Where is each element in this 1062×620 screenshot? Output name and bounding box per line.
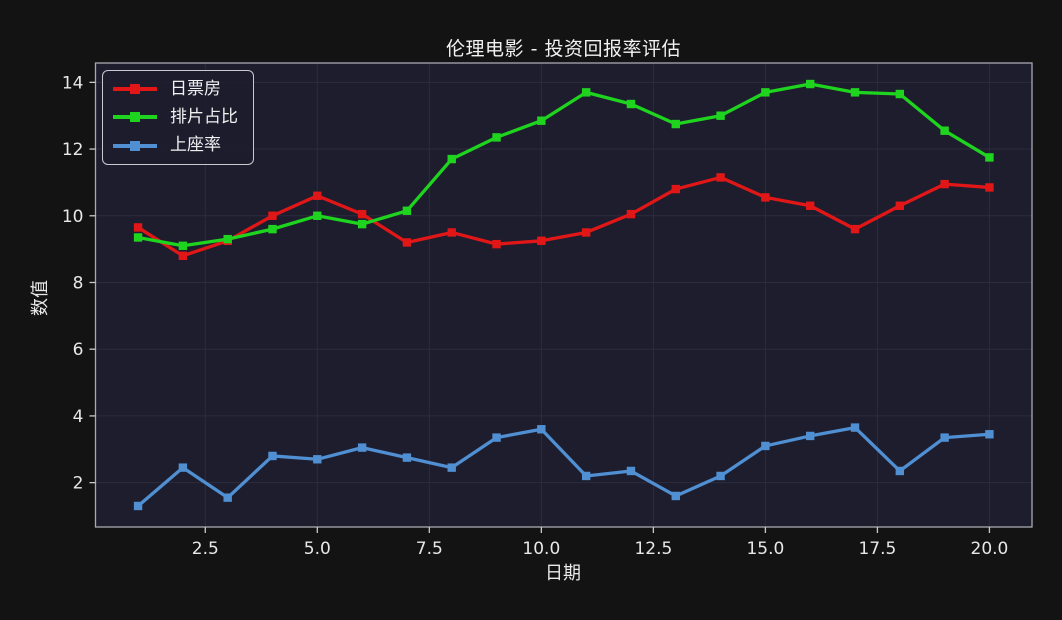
x-tick-label: 12.5 — [634, 539, 672, 559]
series-marker-1 — [537, 116, 546, 125]
series-marker-1 — [985, 153, 994, 162]
series-marker-0 — [178, 251, 188, 261]
series-marker-0 — [268, 211, 277, 220]
y-tick-label: 2 — [73, 474, 84, 494]
series-marker-1 — [133, 233, 143, 242]
series-marker-1 — [447, 154, 456, 164]
series-marker-2 — [626, 466, 636, 476]
series-marker-2 — [357, 443, 367, 452]
y-tick-label: 8 — [73, 273, 84, 293]
series-marker-0 — [940, 179, 949, 189]
legend-label: 日票房 — [170, 78, 221, 99]
series-marker-2 — [761, 441, 770, 451]
x-axis-label: 日期 — [545, 563, 581, 584]
series-marker-1 — [268, 224, 277, 234]
y-tick-label: 4 — [73, 407, 84, 427]
chart-title: 伦理电影 - 投资回报率评估 — [446, 38, 681, 60]
series-marker-2 — [447, 463, 456, 472]
series-marker-2 — [850, 423, 860, 432]
series-marker-0 — [716, 173, 725, 182]
series-marker-2 — [985, 430, 994, 439]
series-marker-0 — [850, 224, 860, 234]
series-marker-2 — [581, 471, 591, 481]
legend-swatch-red-line-icon — [113, 84, 157, 95]
legend: 日票房 排片占比 上座率 — [102, 70, 254, 165]
series-marker-2 — [133, 501, 143, 511]
series-marker-1 — [313, 211, 322, 220]
series-marker-1 — [671, 119, 680, 129]
series-marker-2 — [178, 463, 188, 472]
x-tick-label: 15.0 — [746, 539, 784, 559]
series-marker-1 — [581, 88, 591, 97]
series-marker-1 — [223, 234, 232, 244]
series-marker-1 — [716, 111, 725, 120]
x-tick-label: 17.5 — [858, 539, 896, 559]
series-marker-1 — [761, 88, 770, 97]
legend-item-screening-share: 排片占比 — [113, 106, 245, 127]
series-marker-0 — [671, 184, 680, 194]
series-line-2 — [136, 425, 992, 508]
series-marker-0 — [537, 236, 546, 245]
legend-swatch-blue-line-icon — [113, 140, 157, 151]
legend-label: 上座率 — [170, 135, 221, 156]
series-marker-0 — [626, 209, 636, 219]
series-marker-2 — [940, 433, 949, 442]
legend-swatch-green-line-icon — [113, 112, 157, 123]
series-marker-2 — [402, 453, 412, 462]
series-marker-1 — [895, 89, 905, 99]
series-marker-2 — [223, 493, 232, 502]
series-marker-0 — [402, 238, 412, 247]
x-tick-label: 20.0 — [971, 539, 1009, 559]
series-marker-1 — [402, 206, 412, 215]
x-tick-label: 5.0 — [304, 539, 331, 559]
series-marker-0 — [313, 191, 322, 200]
series-marker-2 — [492, 433, 501, 442]
series-marker-2 — [671, 491, 680, 501]
series-line-0 — [136, 175, 992, 258]
series-marker-1 — [492, 133, 501, 142]
series-marker-0 — [895, 201, 905, 210]
series-marker-0 — [805, 201, 815, 210]
series-marker-0 — [761, 193, 770, 202]
series-marker-2 — [895, 466, 905, 476]
series-marker-1 — [357, 219, 367, 229]
series-marker-0 — [357, 209, 367, 219]
series-marker-1 — [805, 79, 815, 89]
series-marker-1 — [850, 88, 860, 97]
legend-item-attendance-rate: 上座率 — [113, 137, 245, 154]
series-marker-0 — [985, 183, 994, 192]
y-tick-label: 14 — [62, 73, 84, 93]
y-tick-label: 6 — [73, 340, 84, 360]
series-marker-2 — [716, 471, 725, 481]
x-tick-label: 7.5 — [416, 539, 443, 559]
y-tick-label: 12 — [62, 140, 84, 160]
y-tick-label: 10 — [62, 207, 84, 227]
series-marker-2 — [268, 451, 277, 461]
series-marker-0 — [492, 239, 501, 249]
legend-item-daily-box-office: 日票房 — [113, 78, 245, 99]
x-tick-label: 10.0 — [522, 539, 560, 559]
x-tick-label: 2.5 — [192, 539, 219, 559]
plot-border — [94, 62, 1033, 528]
series-marker-2 — [537, 425, 546, 434]
series-marker-1 — [626, 99, 636, 109]
series-marker-1 — [940, 126, 949, 135]
y-axis-label: 数值 — [30, 280, 51, 316]
series-marker-0 — [447, 228, 456, 237]
legend-label: 排片占比 — [170, 106, 238, 127]
series-marker-0 — [133, 223, 143, 232]
series-marker-0 — [581, 228, 591, 237]
series-marker-2 — [805, 431, 815, 441]
series-line-1 — [136, 82, 992, 248]
series-marker-1 — [178, 241, 188, 250]
series-marker-2 — [313, 455, 322, 464]
